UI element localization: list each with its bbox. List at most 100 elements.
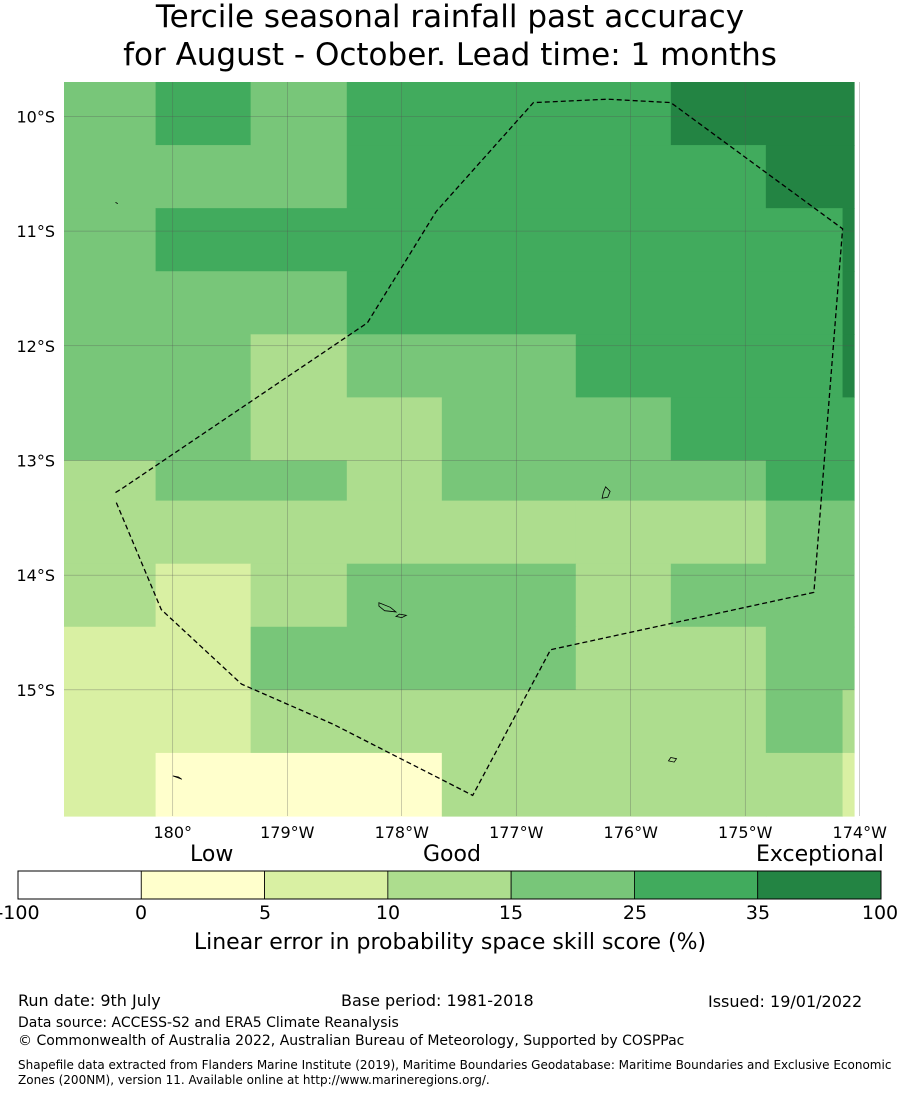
- lon-label: 178°W: [375, 823, 430, 842]
- skill-cell: [64, 334, 252, 398]
- eez-boundary: [114, 98, 844, 797]
- island-a-coastline: [601, 486, 611, 499]
- copyright: © Commonwealth of Australia 2022, Austra…: [18, 1033, 685, 1049]
- lat-label: 12°S: [16, 337, 55, 356]
- island-d-coastline: [667, 757, 678, 763]
- lon-label: 177°W: [489, 823, 544, 842]
- tick-label: 5: [258, 902, 272, 924]
- lat-label: 15°S: [16, 681, 55, 700]
- tick-label: 10: [375, 902, 401, 924]
- skill-cell: [155, 460, 348, 502]
- coastlines: [115, 202, 678, 780]
- colorbar-segment: [510, 870, 635, 900]
- skill-cell: [346, 271, 844, 335]
- colorbar: [17, 870, 882, 900]
- skill-cell: [575, 334, 844, 398]
- island-b-coastline: [378, 602, 398, 613]
- skill-cell: [64, 500, 577, 565]
- skill-cell: [155, 563, 252, 628]
- skill-cell: [842, 208, 855, 272]
- skill-cell: [441, 752, 767, 817]
- skill-cell: [842, 334, 855, 398]
- colorbar-frame: [17, 870, 882, 900]
- lon-label: 179°W: [260, 823, 315, 842]
- skill-cell: [64, 397, 252, 462]
- skill-cell: [64, 208, 157, 272]
- skill-cell: [155, 752, 443, 817]
- skill-cell: [765, 626, 855, 691]
- tick-label: 35: [745, 902, 771, 924]
- colorbar-segment: [264, 870, 389, 900]
- colorbar-segment: [17, 870, 142, 900]
- island-c-coastline: [394, 613, 408, 619]
- skill-cell: [346, 334, 577, 398]
- category-exceptional: Exceptional: [756, 842, 884, 867]
- skill-cell: [842, 271, 855, 335]
- lat-label: 11°S: [16, 222, 55, 241]
- skill-cell: [575, 563, 672, 628]
- title-line-1: Tercile seasonal rainfall past accuracy: [155, 0, 745, 35]
- lon-label: 180°: [153, 823, 192, 842]
- colorbar-segment: [387, 870, 512, 900]
- tick-label: 100: [861, 902, 899, 924]
- skill-cell: [842, 752, 855, 817]
- skill-cell: [765, 145, 855, 209]
- skill-cell: [250, 334, 348, 398]
- title-line-2: for August - October. Lead time: 1 month…: [123, 37, 777, 73]
- issued-date: Issued: 19/01/2022: [708, 992, 863, 1011]
- lat-label: 10°S: [16, 107, 55, 126]
- skill-cell: [346, 460, 443, 502]
- data-source: Data source: ACCESS-S2 and ERA5 Climate …: [18, 1015, 399, 1031]
- lat-label: 14°S: [16, 566, 55, 585]
- colorbar-label: Linear error in probability space skill …: [193, 930, 707, 955]
- colorbar-segment: [634, 870, 759, 900]
- skill-cell: [765, 752, 844, 817]
- skill-cell: [64, 563, 157, 628]
- skill-cell: [250, 82, 348, 146]
- island-f-coastline: [115, 202, 118, 204]
- skill-cell: [441, 397, 672, 462]
- skill-grid: [64, 82, 855, 817]
- shapefile-credit: Shapefile data extracted from Flanders M…: [18, 1058, 892, 1087]
- longitude-labels: 180° 179°W 178°W 177°W 176°W 175°W 174°W: [153, 823, 887, 842]
- skill-cell: [64, 460, 157, 502]
- skill-cell: [670, 563, 855, 628]
- colorbar-segment: [757, 870, 882, 900]
- latitude-labels: 10°S 11°S 12°S 13°S 14°S 15°S: [16, 107, 55, 699]
- skill-cell: [346, 82, 672, 146]
- skill-cell: [64, 626, 252, 691]
- skill-cell: [64, 271, 348, 335]
- tick-label: 25: [622, 902, 648, 924]
- lat-label: 13°S: [16, 451, 55, 470]
- skill-cell: [575, 500, 767, 565]
- skill-cell: [842, 689, 855, 754]
- skill-cell: [250, 397, 443, 462]
- category-good: Good: [423, 842, 481, 867]
- lon-label: 176°W: [604, 823, 659, 842]
- skill-cell: [441, 460, 767, 502]
- lon-label: 175°W: [718, 823, 773, 842]
- skill-cell: [250, 563, 348, 628]
- skill-cell: [155, 82, 252, 146]
- skill-cell: [155, 208, 844, 272]
- skill-cell: [250, 689, 767, 754]
- skill-cell: [670, 397, 855, 462]
- run-date: Run date: 9th July: [18, 991, 161, 1010]
- skill-cell: [575, 626, 767, 691]
- skill-cell: [765, 689, 844, 754]
- skill-cell: [64, 689, 252, 754]
- skill-cell: [765, 460, 855, 502]
- skill-cell: [346, 563, 577, 628]
- island-e-coastline: [172, 775, 183, 780]
- tick-label: 0: [134, 902, 148, 924]
- colorbar-segment: [140, 870, 265, 900]
- skill-cell: [64, 752, 157, 817]
- skill-cell: [64, 145, 348, 209]
- skill-cell: [64, 82, 157, 146]
- tick-label: -100: [0, 902, 40, 924]
- graticule: [64, 82, 860, 816]
- skill-cell: [765, 500, 855, 565]
- skill-cell: [670, 82, 855, 146]
- skill-cell: [250, 626, 577, 691]
